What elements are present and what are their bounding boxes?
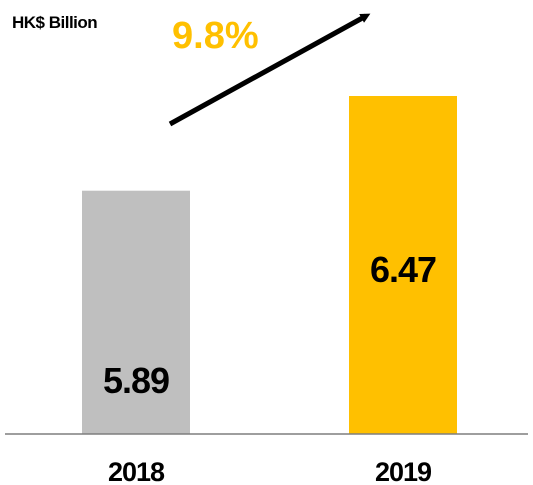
growth-percentage-label: 9.8%	[172, 15, 259, 57]
category-label-2019: 2019	[375, 457, 432, 485]
unit-label: HK$ Billion	[12, 13, 97, 32]
bar-2019	[349, 96, 457, 434]
bars-group: 5.89 2018 6.47 2019	[82, 96, 457, 485]
value-label-2019: 6.47	[370, 249, 436, 290]
value-label-2018: 5.89	[103, 360, 169, 401]
bar-2018	[82, 190, 190, 434]
growth-arrow-icon	[168, 13, 371, 127]
category-label-2018: 2018	[108, 457, 165, 485]
